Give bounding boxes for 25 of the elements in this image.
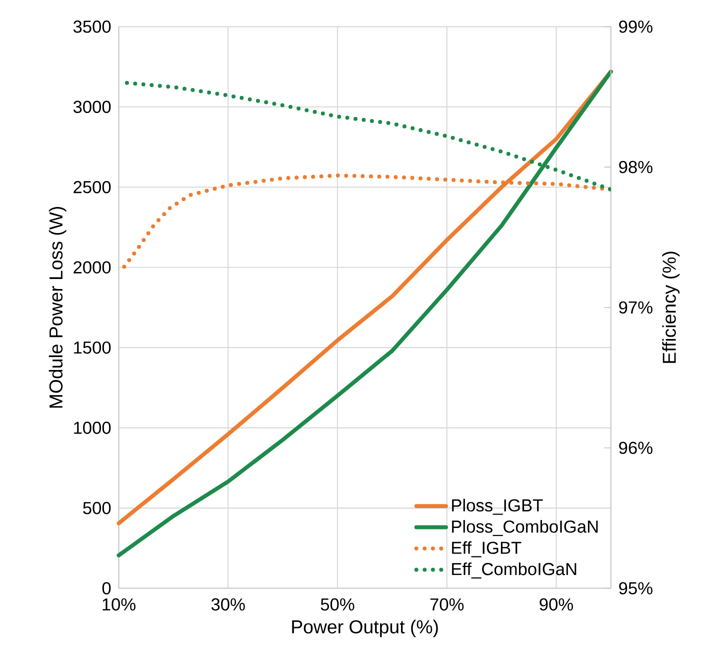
y2-tick-label: 98% (619, 160, 652, 174)
y-tick-label: 0 (102, 582, 111, 594)
legend-label: Ploss_IGBT (452, 498, 543, 515)
y-tick-label: 3500 (73, 20, 111, 33)
y-tick-label: 3000 (73, 100, 111, 113)
legend-label: Eff_ComboIGaN (452, 562, 576, 578)
x-axis-title: Power Output (%) (292, 620, 438, 638)
y-tick-label: 1500 (74, 341, 111, 354)
x-tick-label: 50% (320, 598, 354, 610)
y-axis-title: MOdule Power Loss (W) (48, 206, 66, 408)
legend-label: Ploss_ComboIGaN (452, 520, 598, 536)
y2-axis-title: Efficiency (%) (662, 252, 680, 363)
legend-label: Eff_IGBT (452, 541, 522, 558)
x-tick-label: 10% (102, 598, 136, 610)
y-tick-label: 2500 (74, 180, 111, 194)
x-tick-label: 70% (430, 598, 464, 610)
y-tick-label: 2000 (74, 261, 111, 274)
y2-tick-label: 99% (619, 20, 652, 33)
y-tick-label: 1000 (74, 422, 111, 434)
y2-tick-label: 96% (619, 442, 652, 454)
y-tick-label: 500 (83, 502, 111, 514)
x-tick-label: 30% (211, 598, 245, 610)
y2-tick-label: 97% (619, 301, 652, 314)
x-tick-label: 90% (540, 598, 573, 610)
y2-tick-label: 95% (619, 582, 652, 594)
